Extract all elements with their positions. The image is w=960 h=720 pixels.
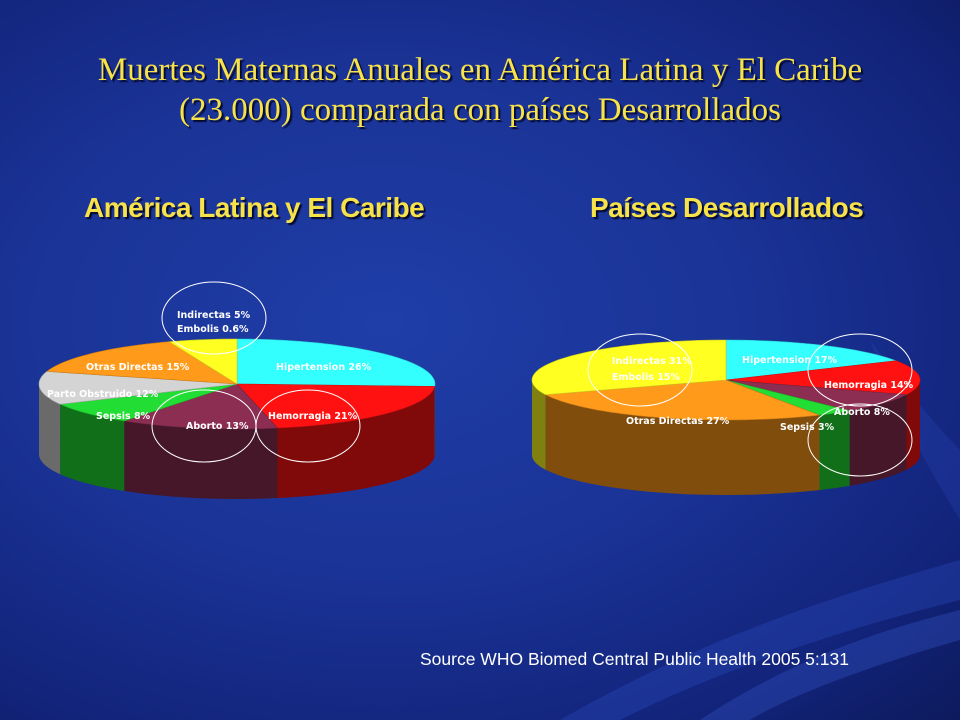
pie-dev-slice-2 bbox=[725, 379, 908, 412]
label-lat-hipertension: Hipertension 26% bbox=[276, 362, 372, 373]
label-lat-hemorragia: Hemorragia 21% bbox=[268, 411, 358, 422]
label-lat-embolis: Embolis 0.6% bbox=[177, 324, 249, 335]
pie-lat-slice-1 bbox=[236, 383, 436, 429]
pie-dev-side-2 bbox=[849, 394, 907, 486]
pie-lat-side-1 bbox=[277, 386, 435, 498]
pie-lat-side-4 bbox=[39, 384, 61, 475]
label-lat-parto: Parto Obstruido 12% bbox=[47, 389, 159, 400]
pie-dev-slice-1 bbox=[725, 360, 921, 396]
left-chart-title: América Latina y El Caribe bbox=[84, 192, 425, 223]
label-dev-otras: Otras Directas 27% bbox=[626, 416, 730, 427]
label-lat-otras: Otras Directas 15% bbox=[86, 362, 190, 373]
pie-lat-slice-5 bbox=[46, 341, 238, 385]
label-dev-embolis: Embolis 15% bbox=[612, 372, 680, 383]
pie-lat-side-3 bbox=[60, 404, 125, 491]
pie-lat-slice-2 bbox=[124, 383, 279, 430]
label-dev-hipertension: Hipertension 17% bbox=[742, 355, 838, 366]
pie-dev-slice-3 bbox=[725, 379, 850, 416]
label-dev-aborto: Aborto 8% bbox=[834, 407, 890, 418]
pie-dev-side-5 bbox=[532, 380, 546, 470]
highlight-circle-dev-aborto bbox=[807, 403, 913, 477]
pie-lat-slice-4 bbox=[38, 371, 238, 405]
label-dev-indirectas: Indirectas 31% bbox=[612, 356, 692, 367]
highlight-circle-dev-hemorragia bbox=[807, 333, 913, 407]
label-lat-indirectas: Indirectas 5% bbox=[177, 310, 251, 321]
label-dev-sepsis: Sepsis 3% bbox=[780, 422, 835, 433]
pie-dev-slice-5 bbox=[531, 339, 727, 396]
highlight-circle-lat-indirectas bbox=[161, 281, 267, 355]
pie-dev-slice-0 bbox=[725, 339, 897, 381]
right-chart-title: Países Desarrollados bbox=[590, 192, 864, 223]
pie-dev-side-3 bbox=[819, 410, 850, 491]
pie-lat-slice-3 bbox=[58, 383, 238, 422]
highlight-circle-dev-indirectas bbox=[587, 333, 693, 407]
source-citation: Source WHO Biomed Central Public Health … bbox=[420, 649, 849, 669]
pie-lat-slice-0 bbox=[236, 338, 436, 387]
label-lat-sepsis: Sepsis 8% bbox=[96, 411, 151, 422]
highlight-circle-lat-hemorragia bbox=[255, 389, 361, 463]
label-dev-hemorragia: Hemorragia 14% bbox=[824, 380, 914, 391]
pie-dev-side-1 bbox=[906, 380, 920, 470]
label-lat-aborto: Aborto 13% bbox=[186, 421, 249, 432]
pie-dev-slice-4 bbox=[544, 379, 820, 421]
slide-title: Muertes Maternas Anuales en América Lati… bbox=[97, 52, 863, 128]
pie-lat-side-2 bbox=[124, 421, 278, 499]
pie-lat-slice-6 bbox=[168, 338, 238, 385]
